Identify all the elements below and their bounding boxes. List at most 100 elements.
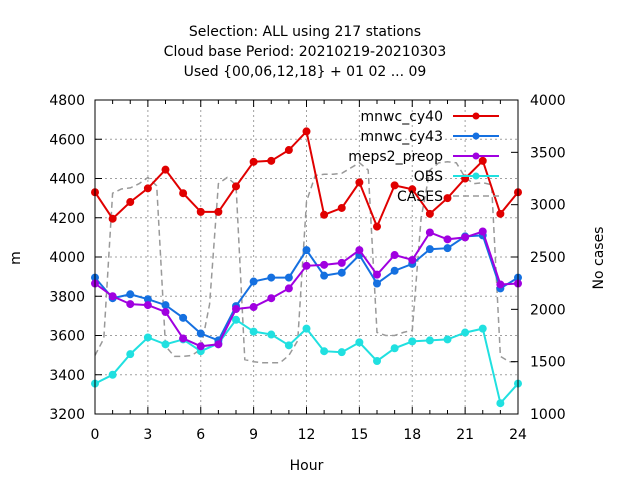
data-point [320, 260, 329, 269]
data-point [302, 261, 311, 270]
data-point [425, 209, 434, 218]
y-axis-label: m [8, 251, 24, 265]
data-point [390, 266, 399, 275]
data-point [108, 292, 117, 301]
data-point [461, 328, 470, 337]
series-layer [91, 127, 522, 408]
data-point [302, 127, 311, 136]
data-point [496, 399, 505, 408]
data-point [161, 165, 170, 174]
data-point [249, 327, 258, 336]
data-point [161, 301, 170, 310]
data-point [320, 347, 329, 356]
y-tick-label: 4600 [49, 132, 85, 148]
y2-tick-label: 1000 [530, 407, 566, 423]
data-point [390, 181, 399, 190]
tick-labels: 0 3 6 9 12 15 18 21 24 3200 3400 3600 3800 4000 4200 44… [49, 93, 565, 443]
data-point [320, 271, 329, 280]
x-axis-label: Hour [290, 458, 324, 474]
data-point [196, 207, 205, 216]
data-point [373, 270, 381, 279]
legend: mnwc_cy40 mnwc_cy43 meps2_preop OBS CASES [348, 109, 499, 205]
y-tick-label: 3200 [49, 407, 85, 423]
x-tick-label: 9 [249, 427, 258, 443]
data-point [267, 156, 276, 165]
data-point [126, 198, 135, 207]
data-point [390, 344, 399, 353]
y2-tick-label: 1500 [530, 355, 566, 371]
data-point [355, 246, 364, 255]
y-tick-label: 3400 [49, 368, 85, 384]
data-point [425, 336, 434, 345]
title-line: Used {00,06,12,18} + 01 02 ... 09 [184, 64, 427, 80]
data-point [478, 156, 487, 165]
data-point [284, 273, 293, 282]
legend-marker [472, 112, 480, 120]
data-point [390, 251, 399, 260]
series-line-cases [94, 161, 518, 364]
legend-marker [472, 152, 480, 160]
x-tick-label: 12 [298, 427, 316, 443]
legend-label: meps2_preop [348, 149, 443, 165]
y2-tick-label: 3500 [530, 145, 566, 161]
data-point [302, 324, 311, 333]
legend-label: mnwc_cy40 [361, 109, 443, 125]
data-point [443, 194, 452, 203]
data-point [478, 227, 487, 236]
x-tick-label: 0 [91, 427, 100, 443]
data-point [337, 348, 346, 357]
data-point [126, 290, 135, 299]
data-point [337, 258, 346, 267]
data-point [373, 279, 381, 288]
axis-ticks [94, 99, 519, 415]
data-point [478, 324, 487, 333]
data-point [425, 245, 434, 254]
y2-axis-label: No cases [591, 227, 607, 290]
legend-label: mnwc_cy43 [361, 129, 443, 145]
data-point [232, 305, 240, 314]
data-point [214, 207, 223, 216]
data-point [126, 300, 135, 309]
x-tick-label: 18 [403, 427, 421, 443]
data-point [161, 307, 170, 316]
data-point [284, 341, 293, 350]
y2-tick-label: 2500 [530, 250, 566, 266]
legend-marker [472, 132, 480, 140]
data-point [373, 357, 381, 366]
y-tick-label: 4000 [49, 250, 85, 266]
title-line: Cloud base Period: 20210219-20210303 [164, 44, 447, 60]
data-point [214, 340, 223, 349]
y-tick-label: 3800 [49, 289, 85, 305]
data-point [373, 222, 381, 231]
data-point [337, 203, 346, 212]
data-point [161, 340, 170, 349]
data-point [126, 350, 135, 359]
data-point [284, 284, 293, 293]
data-point [196, 342, 205, 351]
data-point [179, 313, 188, 322]
data-point [443, 244, 452, 253]
legend-label: CASES [397, 189, 443, 205]
grid-lines [95, 100, 518, 414]
data-point [302, 246, 311, 255]
data-point [496, 209, 505, 218]
x-tick-label: 6 [196, 427, 205, 443]
data-point [408, 255, 417, 264]
data-point [249, 157, 258, 166]
data-point [143, 184, 152, 193]
data-point [284, 146, 293, 155]
data-point [179, 334, 188, 343]
data-point [179, 189, 188, 198]
legend-marker [472, 172, 480, 180]
data-point [249, 277, 258, 286]
y2-tick-label: 4000 [530, 93, 566, 109]
data-point [267, 294, 276, 303]
data-point [108, 214, 117, 223]
data-point [355, 178, 364, 187]
data-point [337, 268, 346, 277]
data-point [108, 370, 117, 379]
x-tick-label: 21 [456, 427, 474, 443]
y-tick-label: 3600 [49, 329, 85, 345]
data-point [425, 228, 434, 237]
data-point [443, 335, 452, 344]
